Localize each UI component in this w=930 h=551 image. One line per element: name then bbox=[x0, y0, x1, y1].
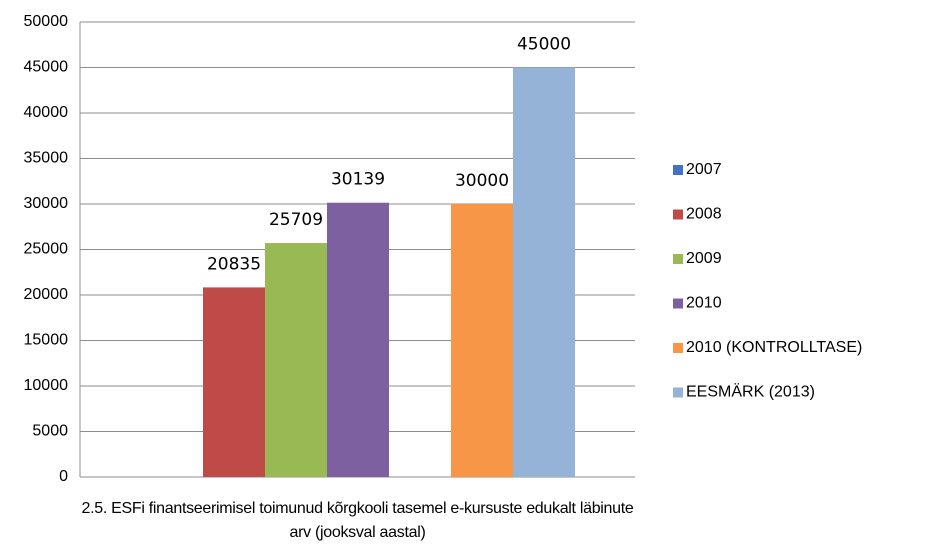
y-tick-label: 5000 bbox=[32, 423, 68, 440]
legend-label: 2008 bbox=[686, 206, 722, 223]
bar bbox=[265, 243, 327, 477]
y-tick-label: 50000 bbox=[24, 13, 69, 30]
y-tick-label: 40000 bbox=[24, 104, 69, 121]
legend-swatch bbox=[673, 209, 683, 220]
y-tick-label: 25000 bbox=[24, 241, 69, 258]
data-label: 25709 bbox=[269, 210, 323, 230]
legend-label: 2010 bbox=[686, 295, 722, 312]
legend-swatch bbox=[673, 254, 683, 264]
legend-label: 2010 (KONTROLLTASE) bbox=[686, 339, 862, 356]
y-tick-label: 15000 bbox=[24, 332, 69, 349]
bar bbox=[513, 67, 575, 477]
legend-swatch bbox=[673, 387, 683, 398]
bar bbox=[327, 202, 389, 477]
data-label: 30000 bbox=[455, 171, 509, 191]
legend-label: 2009 bbox=[686, 250, 722, 267]
data-label: 30139 bbox=[331, 170, 385, 190]
y-tick-label: 20000 bbox=[24, 286, 69, 303]
y-tick-label: 30000 bbox=[24, 195, 69, 212]
legend-label: 2007 bbox=[686, 161, 722, 178]
y-tick-label: 45000 bbox=[24, 59, 69, 76]
bar bbox=[451, 204, 513, 477]
bar bbox=[203, 287, 265, 477]
data-label: 20835 bbox=[207, 254, 261, 274]
legend-label: EESMÄRK (2013) bbox=[686, 383, 815, 401]
x-tick-label: 2.5. ESFi finantseerimisel toimunud kõrg… bbox=[81, 500, 634, 541]
legend-swatch bbox=[673, 165, 683, 175]
data-label: 45000 bbox=[517, 35, 571, 55]
y-tick-label: 35000 bbox=[24, 150, 69, 167]
y-tick-label: 10000 bbox=[24, 377, 69, 394]
legend-swatch bbox=[673, 343, 683, 353]
legend-swatch bbox=[673, 298, 683, 309]
y-tick-label: 0 bbox=[59, 468, 68, 485]
